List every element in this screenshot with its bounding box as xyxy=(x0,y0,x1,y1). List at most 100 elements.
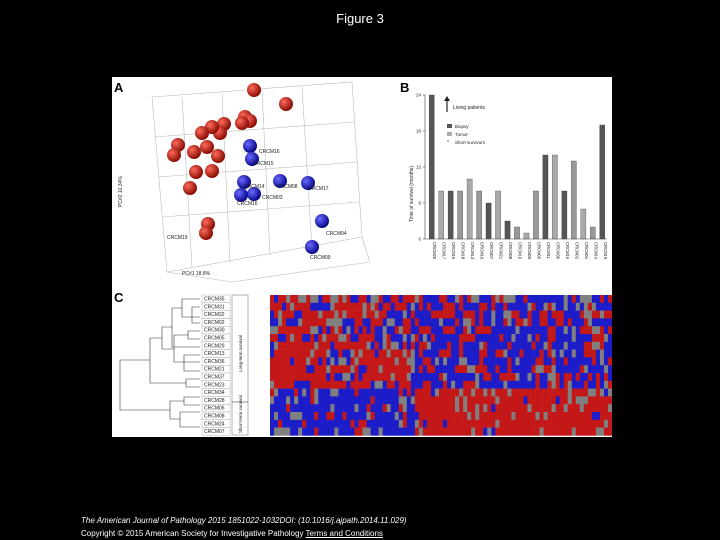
label-crcm15: CRCM15 xyxy=(253,161,274,167)
bar xyxy=(599,124,606,240)
x-tick-label: CRCM02 xyxy=(574,242,579,260)
bar xyxy=(552,154,558,240)
x-tick-label: CRCM07 xyxy=(489,242,494,260)
x-tick-label: CRCM10 xyxy=(518,242,523,260)
blue-point xyxy=(237,175,251,189)
red-point xyxy=(189,165,203,179)
red-points-group xyxy=(167,83,293,240)
group-short-label: Short-term survival xyxy=(238,395,243,433)
heatmap-row-label: CRCM31 xyxy=(204,304,225,310)
bar xyxy=(438,190,444,240)
bar xyxy=(457,190,463,240)
label-crcm14: CRCM14 xyxy=(244,184,265,190)
bar xyxy=(476,190,482,240)
x-tick-label: CRCM30 xyxy=(555,242,560,260)
panel-c-letter: C xyxy=(114,290,124,305)
copyright-text: Copyright © 2015 American Society for In… xyxy=(81,529,306,538)
y-tick-label: 0 xyxy=(418,237,421,242)
y-tick-label: 6 xyxy=(418,201,421,206)
x-tick-label: CRCM18 xyxy=(461,242,466,260)
x-tick-label: CRCM19 xyxy=(480,242,485,260)
blue-point xyxy=(245,152,259,166)
heatmap-row-label: CRCM37 xyxy=(204,375,225,381)
panel-a-x-axis: PC#1 18.8% xyxy=(182,271,211,277)
x-tick-label: CRCM15 xyxy=(451,242,456,260)
label-crcm16: CRCM16 xyxy=(259,149,280,155)
blue-points-group xyxy=(234,139,329,254)
label-crcm04: CRCM04 xyxy=(326,231,347,237)
label-crcm08a: CRCM08 xyxy=(277,184,298,190)
bar xyxy=(428,94,435,240)
red-point xyxy=(279,97,293,111)
x-tick-label: CRCM16 xyxy=(565,242,570,260)
y-tick-label: 24 xyxy=(416,93,422,98)
pca-3d-scatter: PC#2 10.34% PC#1 18.8% CRCM16 CRCM15 CRC… xyxy=(118,81,371,283)
heatmap-row-label: CRCM30 xyxy=(204,328,225,334)
group-long-label: Long-term survival xyxy=(238,335,243,372)
x-tick-label: CRCM13 xyxy=(470,242,475,260)
blue-point xyxy=(273,174,287,188)
heatmap-row-label: CRCM36 xyxy=(204,359,225,365)
blue-point xyxy=(234,188,248,202)
x-tick-label: CRCM11 xyxy=(546,242,551,260)
figure-title: Figure 3 xyxy=(336,11,384,26)
red-point xyxy=(247,83,261,97)
heatmap-row-label: CRCM07 xyxy=(204,429,225,435)
heatmap-row-label: CRCM28 xyxy=(204,398,225,404)
bar xyxy=(542,154,549,240)
red-point xyxy=(211,149,225,163)
x-tick-label: CRCM09 xyxy=(527,242,532,260)
label-crcm09: CRCM09 xyxy=(310,255,331,261)
heatmap-grid xyxy=(270,295,612,436)
heatmap-panel: CRCM35CRCM31CRCM32CRCM02CRCM30CRCM05CRCM… xyxy=(119,294,612,436)
legend-biopsy: Biopsy xyxy=(455,124,469,129)
heatmap-row-label: CRCM24 xyxy=(204,421,225,427)
heatmap-row-label: CRCM13 xyxy=(204,351,225,357)
x-tick-label: CRCM06 xyxy=(536,242,541,260)
bar xyxy=(533,190,539,240)
legend-short: Short survivors xyxy=(455,140,486,145)
blue-point xyxy=(243,139,257,153)
blue-point xyxy=(305,240,319,254)
bar xyxy=(523,232,530,240)
bar xyxy=(485,202,492,240)
heatmap-row-label: CRCM06 xyxy=(204,406,225,412)
red-point xyxy=(199,226,213,240)
x-tick-label: CRCM08 xyxy=(508,242,513,260)
terms-link[interactable]: Terms and Conditions xyxy=(305,529,383,538)
heatmap-row-label: CRCM23 xyxy=(204,382,225,388)
bar xyxy=(447,190,454,240)
svg-text:*: * xyxy=(447,140,449,146)
survival-bar-chart: Time of survival (months) 0 6 12 18 24 CRCM2… xyxy=(409,93,608,260)
bar xyxy=(495,190,501,240)
panel-b-letter: B xyxy=(400,80,410,95)
copyright-line: Copyright © 2015 American Society for In… xyxy=(81,527,407,540)
panel-b-y-label: Time of survival (months) xyxy=(409,166,415,222)
legend-living: Living patients xyxy=(453,105,485,111)
bar xyxy=(580,208,587,240)
red-point xyxy=(235,116,249,130)
bar xyxy=(514,226,520,240)
bar xyxy=(590,226,596,240)
y-tick-label: 18 xyxy=(416,129,422,134)
label-crcm16b: CRCM16 xyxy=(237,201,258,207)
red-point xyxy=(200,140,214,154)
heatmap-row-label: CRCM35 xyxy=(204,297,225,303)
panel-a-y-axis: PC#2 10.34% xyxy=(118,176,124,207)
footer: The American Journal of Pathology 2015 1… xyxy=(81,514,407,540)
blue-point xyxy=(247,187,261,201)
figure-image: A PC#2 10.34% PC#1 18.8% CRCM16 CRCM15 C… xyxy=(112,77,612,437)
red-point xyxy=(205,164,219,178)
blue-point xyxy=(301,176,315,190)
legend-tumor: Tumor xyxy=(455,132,468,137)
heatmap-row-label: CRCM34 xyxy=(204,390,225,396)
heatmap-row-label: CRCM29 xyxy=(204,343,225,349)
bar xyxy=(466,178,473,240)
label-crcm19: CRCM19 xyxy=(167,235,188,241)
label-crcm17: CRCM17 xyxy=(308,186,329,192)
panel-a-letter: A xyxy=(114,80,124,95)
heatmap-row-label: CRCM32 xyxy=(204,312,225,318)
red-point xyxy=(195,126,209,140)
label-crcm03: CRCM03 xyxy=(262,195,283,201)
heatmap-row-label: CRCM08 xyxy=(204,414,225,420)
